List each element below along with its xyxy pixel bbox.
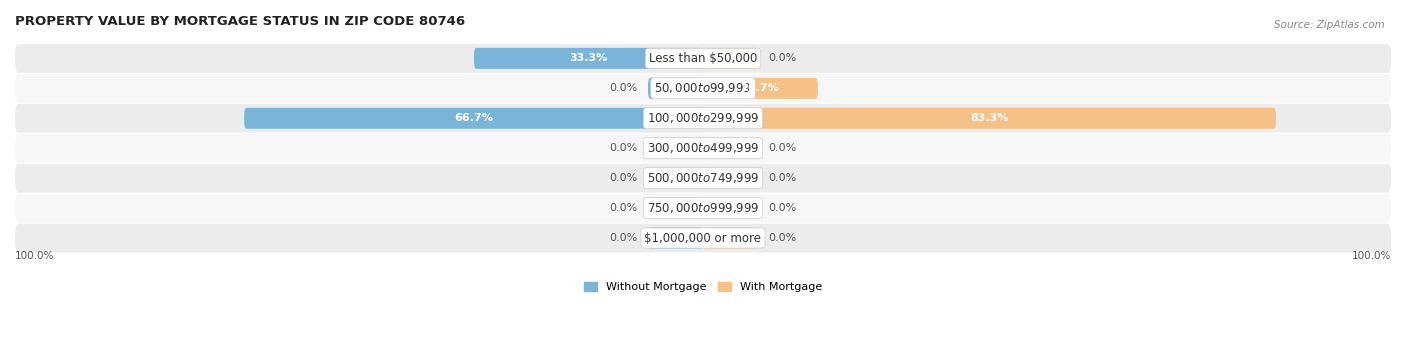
FancyBboxPatch shape bbox=[648, 227, 703, 249]
Text: 0.0%: 0.0% bbox=[609, 143, 638, 153]
Text: 0.0%: 0.0% bbox=[768, 143, 797, 153]
Text: $750,000 to $999,999: $750,000 to $999,999 bbox=[647, 201, 759, 215]
FancyBboxPatch shape bbox=[703, 48, 758, 69]
Text: 0.0%: 0.0% bbox=[609, 233, 638, 243]
FancyBboxPatch shape bbox=[15, 194, 1391, 222]
Text: $300,000 to $499,999: $300,000 to $499,999 bbox=[647, 141, 759, 155]
FancyBboxPatch shape bbox=[474, 48, 703, 69]
FancyBboxPatch shape bbox=[648, 78, 703, 99]
Text: 0.0%: 0.0% bbox=[768, 53, 797, 63]
FancyBboxPatch shape bbox=[15, 164, 1391, 192]
Text: 33.3%: 33.3% bbox=[569, 53, 607, 63]
Text: $100,000 to $299,999: $100,000 to $299,999 bbox=[647, 111, 759, 125]
FancyBboxPatch shape bbox=[703, 78, 818, 99]
FancyBboxPatch shape bbox=[648, 168, 703, 189]
Text: 0.0%: 0.0% bbox=[768, 203, 797, 213]
Text: 100.0%: 100.0% bbox=[1351, 251, 1391, 261]
Text: 100.0%: 100.0% bbox=[15, 251, 55, 261]
Text: 0.0%: 0.0% bbox=[609, 83, 638, 93]
Text: PROPERTY VALUE BY MORTGAGE STATUS IN ZIP CODE 80746: PROPERTY VALUE BY MORTGAGE STATUS IN ZIP… bbox=[15, 15, 465, 28]
Text: $50,000 to $99,999: $50,000 to $99,999 bbox=[654, 81, 752, 95]
FancyBboxPatch shape bbox=[703, 108, 1277, 129]
FancyBboxPatch shape bbox=[703, 168, 758, 189]
Text: 16.7%: 16.7% bbox=[741, 83, 780, 93]
Text: 83.3%: 83.3% bbox=[970, 113, 1008, 123]
FancyBboxPatch shape bbox=[15, 104, 1391, 133]
Text: 0.0%: 0.0% bbox=[609, 203, 638, 213]
FancyBboxPatch shape bbox=[245, 108, 703, 129]
FancyBboxPatch shape bbox=[648, 198, 703, 219]
FancyBboxPatch shape bbox=[648, 138, 703, 159]
Text: Source: ZipAtlas.com: Source: ZipAtlas.com bbox=[1274, 20, 1385, 30]
Legend: Without Mortgage, With Mortgage: Without Mortgage, With Mortgage bbox=[579, 277, 827, 297]
FancyBboxPatch shape bbox=[703, 138, 758, 159]
FancyBboxPatch shape bbox=[15, 134, 1391, 163]
Text: 0.0%: 0.0% bbox=[768, 233, 797, 243]
Text: 66.7%: 66.7% bbox=[454, 113, 494, 123]
FancyBboxPatch shape bbox=[703, 227, 758, 249]
Text: $1,000,000 or more: $1,000,000 or more bbox=[644, 232, 762, 244]
Text: 0.0%: 0.0% bbox=[609, 173, 638, 183]
Text: Less than $50,000: Less than $50,000 bbox=[648, 52, 758, 65]
Text: 0.0%: 0.0% bbox=[768, 173, 797, 183]
Text: $500,000 to $749,999: $500,000 to $749,999 bbox=[647, 171, 759, 185]
FancyBboxPatch shape bbox=[15, 74, 1391, 103]
FancyBboxPatch shape bbox=[15, 224, 1391, 252]
FancyBboxPatch shape bbox=[703, 198, 758, 219]
FancyBboxPatch shape bbox=[15, 44, 1391, 73]
